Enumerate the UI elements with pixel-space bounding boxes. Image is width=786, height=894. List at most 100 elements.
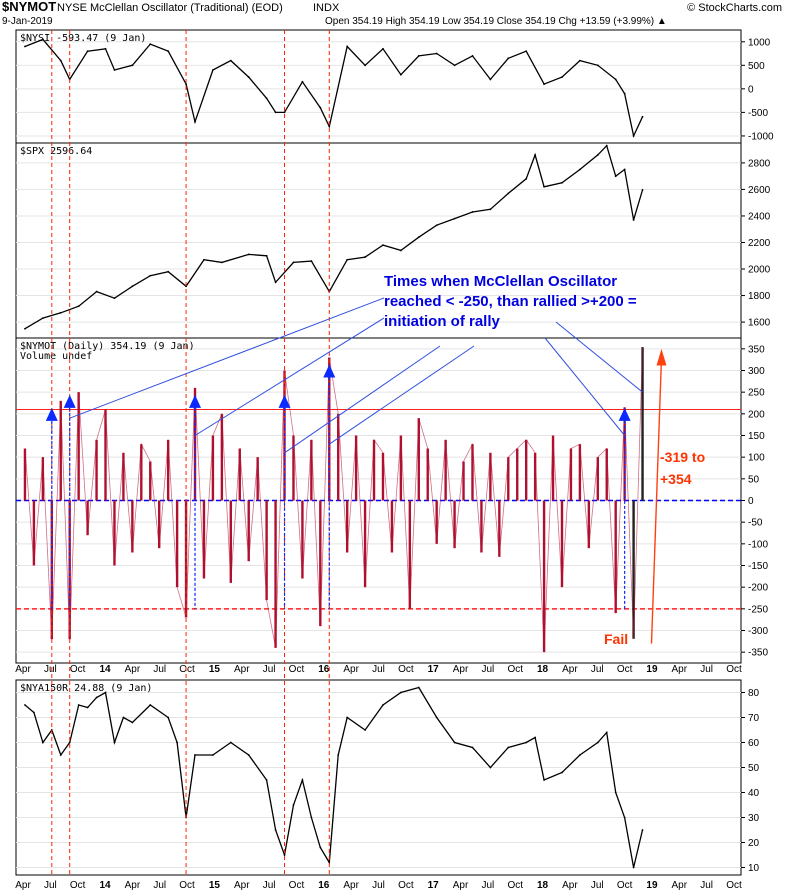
x-tick-label: Apr [15,664,31,675]
x-tick-label: Jul [263,880,276,891]
data-point [346,258,349,261]
x-tick-label: Jul [700,880,713,891]
blue-arrow [63,394,76,408]
x-tick-label: 17 [428,880,440,891]
panel-frame [15,142,742,339]
y-tick-label: 250 [748,388,765,399]
data-point [104,47,107,50]
data-point [185,83,187,86]
data-point [596,64,599,67]
data-point [328,125,331,128]
x-tick-label: Jul [44,664,57,675]
data-point [212,754,214,756]
data-point [382,244,384,247]
x-tick-label: Apr [125,880,141,891]
data-point [382,47,384,50]
data-point [507,192,510,195]
data-point [543,779,545,781]
x-tick-label: 16 [318,664,330,675]
data-point [95,290,98,293]
data-point [364,64,366,67]
data-point [543,185,545,188]
data-point [346,716,349,719]
y-tick-label: 80 [748,688,760,699]
data-point [292,261,295,264]
blue-arrow [278,394,291,408]
data-point [274,281,277,284]
data-point [229,59,232,62]
y-tick-label: 2000 [748,265,771,276]
data-point [578,754,581,756]
data-point [41,38,44,41]
x-tick-label: Oct [507,880,523,891]
x-tick-label: Apr [125,664,141,675]
data-point [561,76,563,78]
data-point [435,52,438,55]
rally-arrow-line [650,357,663,644]
x-tick-label: Oct [179,880,195,891]
x-tick-label: 19 [646,664,658,675]
blue-arrow [45,407,58,421]
data-point [283,854,286,856]
x-tick-label: 17 [428,664,440,675]
x-tick-label: Jul [44,880,57,891]
data-point [328,861,331,864]
data-point [59,311,62,314]
data-point [86,50,89,53]
blue-arrow [189,394,202,408]
data-point [346,45,349,48]
data-point [435,224,438,227]
data-point [399,691,402,694]
callout-connector [194,317,385,436]
y-tick-label: 50 [748,474,760,485]
x-tick-label: 15 [209,880,221,891]
data-point [632,135,635,137]
callout-line-1: Times when McClellan Oscillator [384,273,617,290]
blue-arrow [323,364,336,378]
data-point [319,846,322,849]
x-tick-label: Apr [453,664,469,675]
data-point [149,704,152,706]
x-tick-label: 18 [537,880,549,891]
data-point [212,69,214,71]
data-point [41,741,44,744]
callout-connector [544,337,626,436]
oscillator-trace [24,347,643,653]
data-point [265,254,268,257]
x-tick-label: 16 [318,880,330,891]
y-tick-label: -100 [748,539,768,550]
data-point [167,270,170,273]
panel-label: $NYMOT (Daily) 354.19 (9 Jan) [20,341,195,352]
data-point [507,746,510,749]
data-point [310,260,313,262]
callout-line-2: reached < -250, than rallied >+200 = [384,293,637,310]
callout-connector [69,297,385,419]
panel-4: 80 70 60 50 40 30 20 10 $NYA150R 24.88 (9 Jan) [15,679,760,876]
data-point [265,779,268,781]
y-tick-label: 60 [748,738,760,749]
data-point [24,704,26,706]
data-point [417,54,420,57]
data-point [525,50,528,53]
data-point [301,80,304,83]
data-point [292,804,295,806]
data-point [41,317,44,320]
header-quote: Open 354.19 High 354.19 Low 354.19 Close… [325,16,667,27]
data-point [194,120,196,123]
data-point [399,249,402,252]
y-tick-label: -250 [748,604,768,615]
series-line [24,38,644,138]
callout-connector [328,345,475,445]
y-tick-label: 2400 [748,211,771,222]
data-point [632,866,635,869]
data-point [131,285,134,288]
callout-connector [555,321,643,393]
callout-line-3: initiation of rally [384,313,500,330]
panel-2: 2800 2600 2400 2200 2000 1800 1600 $SPX 2596.64 [15,142,771,339]
x-tick-label: Apr [343,880,359,891]
panel-sublabel: Volume undef [20,351,92,362]
y-tick-label: 100 [748,453,765,464]
data-point [543,83,545,86]
x-tick-label: Apr [672,880,688,891]
data-point [453,217,456,220]
